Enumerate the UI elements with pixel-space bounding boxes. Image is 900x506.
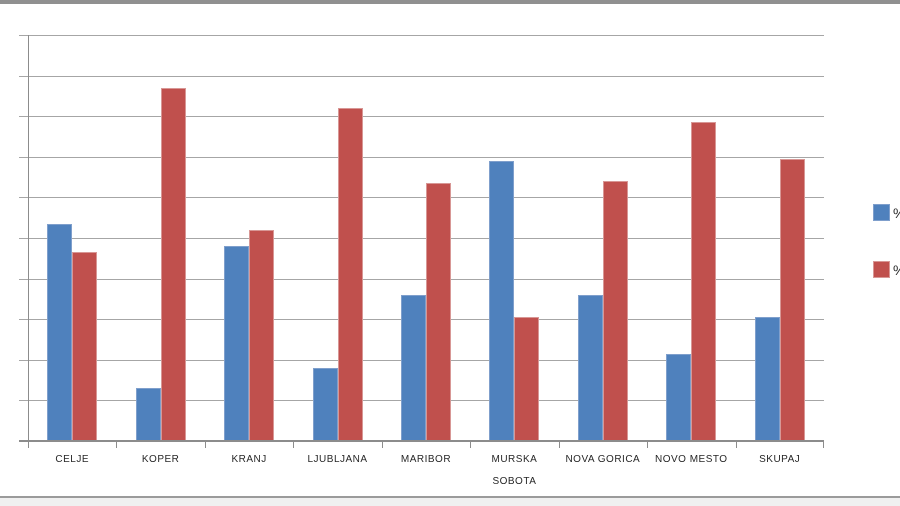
y-axis-line bbox=[28, 35, 29, 448]
window-bottom-border bbox=[0, 496, 900, 498]
bar-series1-koper[interactable] bbox=[135, 388, 161, 441]
bar-series2-koper[interactable] bbox=[160, 87, 186, 441]
gridline bbox=[19, 116, 824, 118]
bar-series1-kranj[interactable] bbox=[224, 246, 250, 441]
x-axis-tick bbox=[735, 441, 737, 448]
x-axis-tick bbox=[823, 441, 824, 448]
bar-group bbox=[293, 35, 381, 441]
gridline bbox=[19, 35, 824, 36]
x-axis-tick bbox=[293, 441, 295, 448]
bar-series2-ljubljana[interactable] bbox=[337, 108, 363, 441]
window-bottom-strip bbox=[0, 498, 900, 506]
bar-group bbox=[116, 35, 204, 441]
bar-series1-skupaj[interactable] bbox=[754, 317, 780, 441]
bar-series1-murska-sobota[interactable] bbox=[489, 160, 515, 441]
bar-group bbox=[382, 35, 470, 441]
x-axis-tick bbox=[558, 441, 560, 448]
bar-series1-nova-gorica[interactable] bbox=[577, 294, 603, 441]
x-axis-ticks bbox=[28, 441, 824, 449]
bar-groups bbox=[28, 35, 824, 441]
gridline bbox=[19, 238, 824, 239]
gridline bbox=[19, 197, 824, 199]
category-label: NOVA GORICA bbox=[565, 454, 641, 465]
plot-area bbox=[19, 35, 824, 441]
bar-group bbox=[559, 35, 647, 441]
window-top-border bbox=[0, 0, 900, 4]
category-label: MARIBOR bbox=[400, 454, 452, 465]
gridline bbox=[19, 156, 824, 158]
category-axis-labels: CELJE KOPER KRANJ LJUBLJANA MARIBOR MURSKA SO… bbox=[28, 449, 824, 493]
category-label: LJUBLJANA bbox=[307, 454, 368, 465]
bar-series2-maribor[interactable] bbox=[425, 183, 451, 441]
x-axis-tick bbox=[647, 441, 649, 448]
bar-series1-celje[interactable] bbox=[47, 223, 73, 441]
x-axis-tick bbox=[470, 441, 472, 448]
bar-series1-novo-mesto[interactable] bbox=[666, 353, 692, 441]
bar-series2-skupaj[interactable] bbox=[779, 158, 805, 441]
bar-group bbox=[736, 35, 824, 441]
legend: %% bbox=[873, 0, 900, 506]
x-axis-tick bbox=[116, 441, 118, 448]
bar-group bbox=[647, 35, 735, 441]
bar-series1-ljubljana[interactable] bbox=[312, 367, 338, 441]
legend-swatch-icon bbox=[873, 261, 890, 278]
bar-series2-nova-gorica[interactable] bbox=[602, 181, 628, 441]
bar-group bbox=[28, 35, 116, 441]
gridline bbox=[19, 75, 824, 77]
bar-series1-maribor[interactable] bbox=[400, 294, 426, 441]
bar-series2-murska-sobota[interactable] bbox=[514, 317, 540, 441]
x-axis-tick bbox=[28, 441, 29, 448]
x-axis-line bbox=[19, 440, 824, 442]
gridline bbox=[19, 278, 824, 280]
bar-series2-kranj[interactable] bbox=[249, 229, 275, 441]
bar-group bbox=[205, 35, 293, 441]
legend-label: % bbox=[893, 204, 900, 222]
bar-series2-celje[interactable] bbox=[72, 252, 98, 441]
category-label: SKUPAJ bbox=[759, 454, 801, 465]
category-label: CELJE bbox=[55, 454, 90, 465]
category-label: NOVO MESTO bbox=[654, 454, 728, 465]
category-label: KOPER bbox=[141, 454, 180, 465]
legend-item[interactable]: % bbox=[873, 204, 900, 222]
legend-label: % bbox=[893, 261, 900, 279]
bar-series2-novo-mesto[interactable] bbox=[691, 122, 717, 441]
legend-item[interactable]: % bbox=[873, 261, 900, 279]
category-label: MURSKA SOBOTA bbox=[491, 454, 538, 487]
x-axis-tick bbox=[204, 441, 206, 448]
x-axis-tick bbox=[381, 441, 383, 448]
legend-swatch-icon bbox=[873, 204, 890, 221]
category-label: KRANJ bbox=[231, 454, 267, 465]
bar-group bbox=[470, 35, 558, 441]
